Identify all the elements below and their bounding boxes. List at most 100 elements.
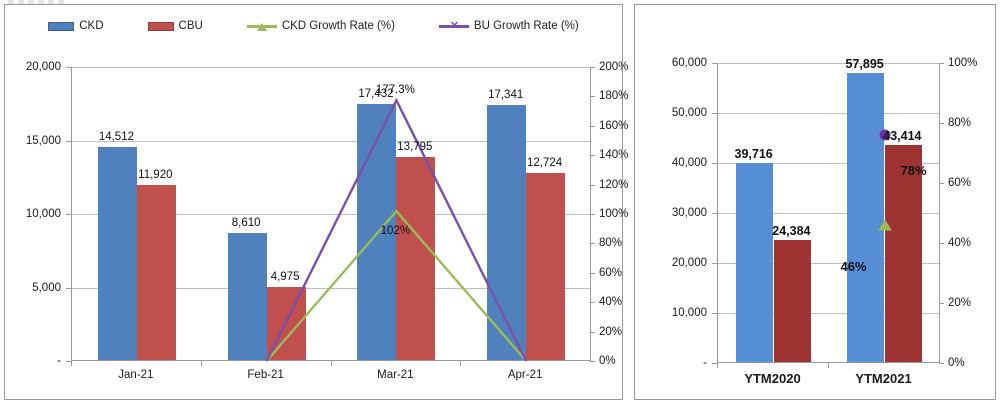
secondary-y-axis-label: 60% [599,266,623,279]
legend-item-cbu[interactable]: CBU [147,20,203,32]
y-axis-label: 5,000 [32,281,61,294]
secondary-y-axis-tick [590,243,595,245]
secondary-y-axis-tick [590,155,595,157]
legend-item-ckd[interactable]: CKD [48,20,104,32]
gridline [718,63,939,64]
secondary-y-axis-tick [939,363,944,364]
legend-label-ckd-growth: CKD Growth Rate (%) [281,20,395,32]
legend-line-ckd-growth [246,21,277,31]
legend-item-bu-growth[interactable]: ✕ BU Growth Rate (%) [438,20,579,32]
y-axis-tick [712,263,717,264]
y-axis-tick [712,363,717,364]
secondary-y-axis-tick [590,125,595,127]
bar-cbu-jan-21[interactable] [136,184,176,360]
bar-cbu-mar-21[interactable] [396,157,436,360]
growth-value-label: 177.3% [375,84,415,97]
legend-label-ckd: CKD [79,20,104,32]
bar-value-label: 8,610 [231,217,261,230]
ytm-chart-panel[interactable]: - 10,000 20,000 30,000 40,000 50,000 60,000 0% 2… [634,4,996,400]
y-axis-tick [66,140,71,142]
y-axis-label: 20,000 [25,61,61,73]
y-axis-tick [66,214,71,215]
secondary-y-axis-label: 60% [948,177,972,189]
secondary-y-axis-tick [590,96,595,98]
bar-ckd-jan-21[interactable] [97,146,137,360]
ckd-growth-triangle-marker [877,219,892,231]
bar-value-label: 17,341 [488,89,524,102]
secondary-y-axis-tick [590,331,595,333]
y-axis-label: 40,000 [671,157,707,169]
bar-ckd-ytm2021[interactable] [846,72,885,362]
gridline [72,214,590,215]
legend-line-bu-growth: ✕ [438,21,469,32]
x-axis-tick [200,361,202,366]
y-axis-label: 10,000 [25,208,61,220]
y-axis-tick [712,163,717,164]
bar-value-label: 4,975 [270,270,300,283]
y-axis-tick [712,313,717,314]
x-axis-tick [717,363,718,368]
y-axis-label: 10,000 [671,307,707,319]
bar-cbu-ytm2021[interactable] [884,144,923,362]
secondary-y-axis-tick [939,123,944,124]
bar-cbu-ytm2020[interactable] [773,240,812,362]
y-axis-tick [66,287,71,289]
x-axis-tick [828,363,829,368]
growth-line-overlay [265,97,528,362]
bu-growth-dot-marker [879,129,890,141]
y-axis-tick [66,67,71,68]
gridline [718,163,939,164]
bar-value-label: 11,920 [138,168,173,181]
bar-value-label: 17,432 [358,87,394,100]
growth-value-label: 46% [840,259,867,274]
secondary-y-axis-label: 0% [599,355,616,367]
growth-value-label: 78% [900,163,927,178]
x-axis-label: Mar-21 [377,369,414,381]
bar-value-label: 14,512 [98,130,134,143]
secondary-y-axis-label: 120% [599,178,629,191]
bar-value-label: 39,716 [734,147,773,162]
bar-value-label: 12,724 [526,156,563,169]
x-axis-tick [71,361,72,366]
x-axis-label: YTM2021 [855,371,912,386]
legend-swatch-ckd [48,21,75,31]
secondary-y-axis-tick [939,183,944,184]
y-axis-tick [712,63,717,64]
y-axis-label: 60,000 [671,57,707,69]
chart-legend: CKD CBU CKD Growth Rate (%) [5,15,622,37]
x-axis-tick [460,361,462,366]
bar-ckd-feb-21[interactable] [227,233,267,360]
legend-item-ckd-growth[interactable]: CKD Growth Rate (%) [246,20,395,32]
secondary-y-axis-tick [590,214,595,215]
gridline [718,213,939,214]
secondary-y-axis-tick [590,272,595,274]
secondary-y-axis-tick [590,184,595,186]
secondary-y-axis-label: 80% [599,237,623,250]
y-axis-label: 20,000 [671,257,707,269]
secondary-y-axis-label: 40% [599,296,623,309]
gridline [718,113,939,114]
secondary-y-axis-label: 20% [948,297,972,309]
bar-value-label: 57,895 [845,56,884,71]
y-axis-label: 30,000 [671,207,707,219]
bar-ckd-ytm2020[interactable] [735,163,774,362]
bar-value-label: 43,414 [883,128,922,143]
y-axis-label: - [57,355,61,367]
y-axis-tick [712,213,717,214]
x-axis-label: Jan-21 [118,369,154,381]
monthly-chart-panel[interactable]: CKD CBU CKD Growth Rate (%) [4,4,628,400]
bar-cbu-apr-21[interactable] [526,172,566,360]
ytm-plot-area [717,63,939,363]
legend-swatch-cbu [147,21,174,31]
growth-line-ckd-growth-rate- [265,209,528,362]
triangle-marker-icon [257,22,268,31]
secondary-y-axis-label: 0% [948,357,965,369]
secondary-y-axis-label: 200% [599,61,629,73]
secondary-y-axis-tick [590,302,595,304]
y-axis-tick [712,113,717,114]
y-axis-label: 15,000 [25,134,61,147]
bar-value-label: 24,384 [772,224,811,239]
bar-ckd-apr-21[interactable] [487,105,527,360]
gridline [718,313,939,314]
